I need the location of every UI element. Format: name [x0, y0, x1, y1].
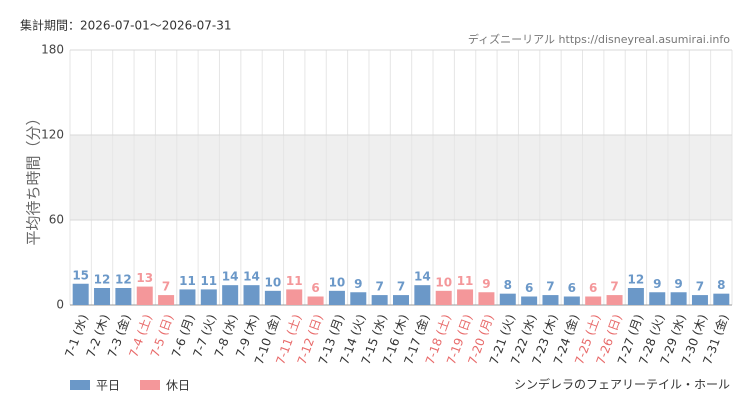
value-label: 7 [696, 280, 704, 294]
bar [393, 295, 409, 305]
bar [72, 283, 89, 305]
legend-swatch [70, 380, 90, 390]
value-label: 14 [222, 270, 239, 284]
value-label: 6 [311, 281, 319, 295]
bar [115, 288, 132, 305]
value-label: 7 [546, 280, 554, 294]
grid-band [70, 135, 732, 220]
bar [542, 295, 559, 305]
value-label: 7 [610, 280, 618, 294]
legend-label: 休日 [166, 379, 190, 393]
value-label: 12 [94, 273, 111, 287]
value-label: 9 [482, 277, 490, 291]
value-label: 9 [674, 277, 682, 291]
bar [435, 290, 452, 305]
bar [563, 296, 580, 305]
bar [264, 290, 281, 305]
bar [691, 295, 708, 305]
y-tick-label: 180 [41, 43, 64, 57]
value-label: 12 [115, 273, 132, 287]
value-label: 11 [286, 274, 303, 288]
bar [521, 296, 538, 305]
y-axis-label: 平均待ち時間（分） [25, 110, 43, 245]
value-label: 14 [414, 270, 431, 284]
bar [457, 289, 474, 305]
legend-label: 平日 [96, 379, 120, 393]
value-label: 8 [717, 278, 725, 292]
value-label: 10 [329, 275, 346, 289]
bar [414, 285, 431, 305]
bar [478, 292, 495, 305]
bar [649, 292, 666, 305]
bar [243, 285, 260, 305]
value-label: 13 [136, 271, 153, 285]
value-label: 7 [162, 280, 170, 294]
bar [328, 290, 345, 305]
bar [136, 286, 153, 305]
bar [200, 289, 217, 305]
value-label: 7 [397, 280, 405, 294]
value-label: 9 [354, 277, 362, 291]
value-label: 12 [628, 273, 645, 287]
bar [371, 295, 388, 305]
value-label: 6 [525, 281, 533, 295]
y-tick-label: 0 [56, 298, 64, 312]
bar [350, 292, 367, 305]
bar [286, 289, 303, 305]
bar [222, 285, 239, 305]
value-label: 6 [589, 281, 597, 295]
bar [158, 295, 175, 305]
bar [713, 293, 730, 305]
value-label: 8 [504, 278, 512, 292]
subtitle: シンデレラのフェアリーテイル・ホール [514, 377, 730, 392]
bar [307, 296, 324, 305]
y-tick-label: 60 [49, 213, 64, 227]
value-label: 15 [72, 268, 89, 282]
bar [94, 288, 111, 305]
legend-swatch [140, 380, 160, 390]
period: 集計期間：2026-07-01～2026-07-31 [20, 18, 231, 33]
bar [499, 293, 516, 305]
value-label: 10 [435, 275, 452, 289]
value-label: 14 [243, 270, 260, 284]
value-label: 11 [457, 274, 474, 288]
value-label: 11 [200, 274, 217, 288]
value-label: 7 [375, 280, 383, 294]
bar [606, 295, 623, 305]
bar [585, 296, 602, 305]
source: ディズニーリアル https://disneyreal.asumirai.inf… [468, 32, 730, 46]
value-label: 11 [179, 274, 196, 288]
bar [627, 288, 644, 305]
y-tick-label: 120 [41, 128, 64, 142]
value-label: 9 [653, 277, 661, 291]
bar [670, 292, 687, 305]
value-label: 6 [568, 281, 576, 295]
value-label: 10 [265, 275, 282, 289]
bar [179, 289, 196, 305]
